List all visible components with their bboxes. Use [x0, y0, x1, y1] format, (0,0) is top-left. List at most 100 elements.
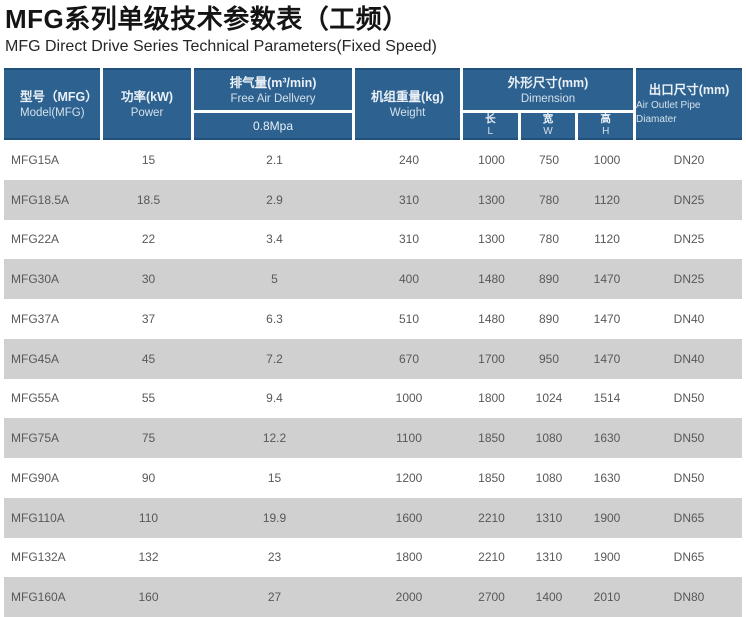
header-dimension-group: 外形尺寸(mm) Dimension 长 L 宽 W 高 H: [463, 68, 634, 140]
cell-width: 780: [538, 192, 560, 207]
table-row: MFG90A 90 15 1200 1850 1080 1630 DN50: [4, 458, 742, 498]
table-row: MFG55A 55 9.4 1000 1800 1024 1514 DN50: [4, 378, 742, 419]
cell-fad: 3.4: [266, 232, 283, 247]
table-row: MFG30A 30 5 400 1480 890 1470 DN25: [4, 259, 742, 299]
cell-height: 1470: [593, 351, 621, 366]
cell-weight: 670: [398, 351, 420, 366]
cell-weight: 240: [398, 152, 420, 167]
cell-height: 1470: [593, 272, 621, 287]
header-fad-pressure-label: 0.8Mpa: [252, 118, 294, 133]
cell-model: MFG22A: [11, 232, 60, 247]
cell-power: 30: [141, 272, 156, 287]
cell-model: MFG15A: [11, 152, 60, 167]
cell-fad: 5: [271, 272, 278, 287]
cell-outlet: DN40: [673, 351, 705, 366]
cell-outlet: DN25: [673, 192, 705, 207]
cell-height: 1900: [593, 550, 621, 565]
cell-weight: 310: [398, 232, 420, 247]
table-row: MFG110A 110 19.9 1600 2210 1310 1900 DN65: [4, 497, 742, 538]
header-dim-height-zh: 高: [600, 113, 611, 125]
header-outlet: 出口尺寸(mm) Air Outlet Pipe Diamater: [636, 68, 742, 140]
cell-width: 1080: [535, 470, 563, 485]
header-power-zh: 功率(kW): [120, 89, 174, 104]
header-dim-height-en: H: [602, 126, 610, 137]
cell-power: 110: [138, 510, 159, 525]
cell-fad: 9.4: [266, 391, 283, 406]
cell-height: 1470: [593, 311, 621, 326]
cell-width: 1310: [535, 510, 563, 525]
cell-length: 2210: [478, 550, 505, 565]
cell-fad: 27: [267, 590, 282, 605]
cell-length: 1300: [478, 192, 505, 207]
header-power: 功率(kW) Power: [103, 68, 191, 140]
cell-power: 75: [141, 431, 156, 446]
cell-outlet: DN20: [673, 152, 705, 167]
header-power-en: Power: [130, 106, 164, 119]
cell-power: 55: [141, 391, 156, 406]
header-outlet-en: Air Outlet Pipe Diamater: [636, 99, 701, 125]
cell-weight: 1800: [395, 550, 423, 565]
cell-height: 1120: [594, 232, 620, 247]
cell-height: 1630: [593, 470, 621, 485]
header-dimension: 外形尺寸(mm) Dimension: [463, 68, 633, 110]
header-fad-group: 排气量(m³/min) Free Air Dellvery 0.8Mpa: [194, 68, 352, 140]
cell-length: 2210: [478, 510, 505, 525]
cell-width: 890: [538, 272, 560, 287]
table-row: MFG160A 160 27 2000 2700 1400 2010 DN80: [4, 577, 742, 617]
cell-outlet: DN25: [673, 232, 705, 247]
cell-power: 160: [138, 590, 159, 605]
cell-power: 90: [141, 470, 156, 485]
cell-model: MFG37A: [11, 311, 60, 326]
header-fad-en: Free Air Dellvery: [230, 92, 316, 105]
cell-length: 1700: [478, 351, 505, 366]
header-dimension-zh: 外形尺寸(mm): [507, 75, 589, 90]
cell-width: 1080: [535, 431, 563, 446]
cell-outlet: DN40: [673, 311, 705, 326]
cell-model: MFG160A: [11, 590, 66, 605]
page-subtitle: MFG Direct Drive Series Technical Parame…: [5, 38, 437, 55]
cell-weight: 1600: [395, 510, 423, 525]
header-dim-length-en: L: [487, 126, 494, 137]
table-row: MFG15A 15 2.1 240 1000 750 1000 DN20: [4, 140, 742, 180]
cell-power: 22: [141, 232, 156, 247]
table-row: MFG22A 22 3.4 310 1300 780 1120 DN25: [4, 219, 742, 260]
cell-length: 1000: [478, 152, 505, 167]
cell-outlet: DN80: [673, 590, 705, 605]
cell-height: 1630: [593, 431, 621, 446]
cell-fad: 2.1: [266, 152, 283, 167]
cell-height: 1900: [593, 510, 621, 525]
cell-height: 1000: [593, 152, 621, 167]
header-dim-length-zh: 长: [485, 113, 496, 125]
table-row: MFG18.5A 18.5 2.9 310 1300 780 1120 DN25: [4, 179, 742, 220]
cell-fad: 7.2: [266, 351, 283, 366]
cell-length: 1800: [478, 391, 505, 406]
cell-fad: 15: [267, 470, 282, 485]
table-row: MFG37A 37 6.3 510 1480 890 1470 DN40: [4, 299, 742, 339]
header-model-zh: 型号（MFG）: [20, 89, 98, 104]
cell-fad: 12.2: [262, 431, 287, 446]
header-fad-zh: 排气量(m³/min): [229, 75, 317, 90]
cell-weight: 1000: [395, 391, 423, 406]
cell-model: MFG18.5A: [11, 192, 70, 207]
header-dim-height: 高 H: [578, 113, 634, 140]
spec-table: 型号（MFG） Model(MFG) 功率(kW) Power 排气量(m³/m…: [4, 68, 742, 617]
cell-model: MFG132A: [11, 550, 66, 565]
header-outlet-zh: 出口尺寸(mm): [648, 82, 730, 97]
header-dimension-en: Dimension: [520, 92, 576, 105]
header-dim-length: 长 L: [463, 113, 518, 140]
page-title: MFG系列单级技术参数表（工频）: [5, 4, 409, 34]
cell-power: 15: [141, 152, 156, 167]
cell-power: 45: [141, 351, 156, 366]
cell-fad: 19.9: [262, 510, 287, 525]
cell-width: 890: [538, 311, 560, 326]
cell-length: 1850: [478, 431, 505, 446]
cell-weight: 1200: [395, 470, 423, 485]
cell-power: 37: [141, 311, 156, 326]
cell-model: MFG30A: [11, 272, 60, 287]
header-fad: 排气量(m³/min) Free Air Dellvery: [194, 68, 352, 110]
header-dim-width-zh: 宽: [542, 113, 554, 125]
cell-outlet: DN50: [673, 391, 705, 406]
cell-fad: 2.9: [266, 192, 283, 207]
cell-fad: 6.3: [266, 311, 283, 326]
cell-outlet: DN25: [673, 272, 705, 287]
